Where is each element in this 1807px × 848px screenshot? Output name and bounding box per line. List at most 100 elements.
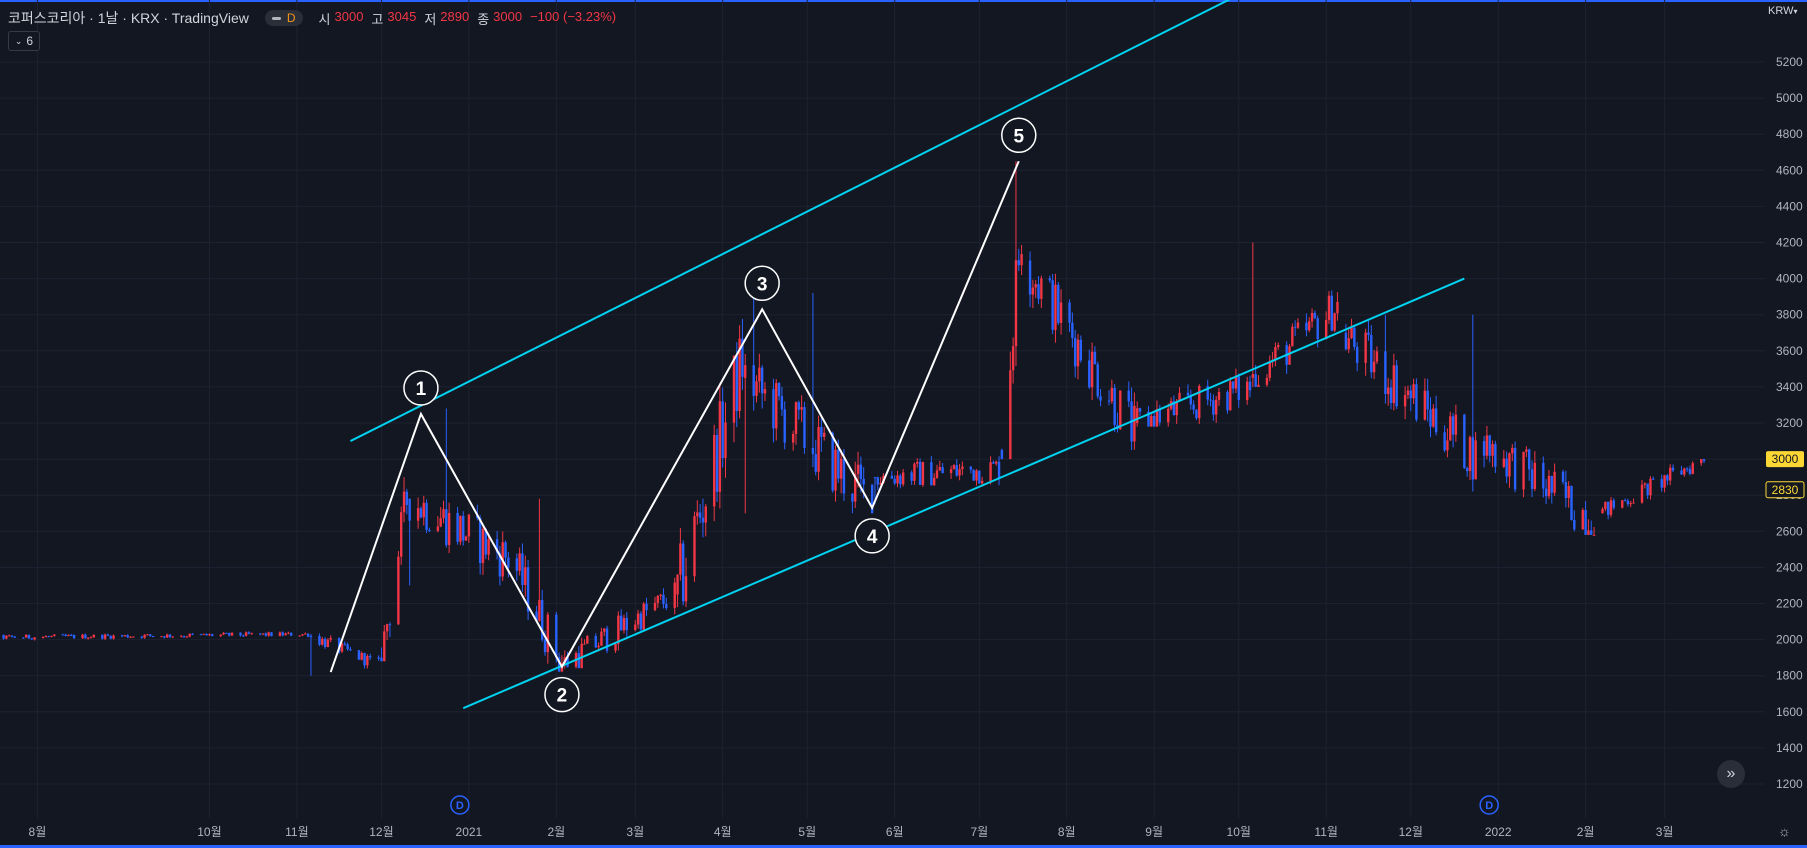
candle-body — [1491, 444, 1494, 456]
candle-body — [459, 515, 462, 542]
candle-body — [837, 449, 840, 479]
candle-body — [140, 636, 143, 638]
candle-body — [1542, 462, 1545, 489]
candle-body — [123, 635, 127, 637]
candle-body — [1330, 295, 1333, 331]
candle-body — [182, 636, 186, 638]
top-accent-line — [0, 0, 1807, 2]
candle-body — [1051, 280, 1054, 330]
candle-body — [834, 449, 837, 491]
candle-body — [1528, 449, 1531, 470]
candle-body — [1488, 435, 1491, 456]
low-label: 저 — [424, 11, 437, 27]
candle-body — [1392, 365, 1396, 404]
candle-body — [526, 567, 530, 612]
market-status-pill[interactable]: D — [264, 10, 303, 26]
candle-body — [439, 518, 442, 527]
candle-body — [1158, 409, 1161, 423]
candle-body — [1344, 332, 1348, 350]
candle-body — [820, 427, 823, 437]
candle-body — [1364, 332, 1367, 363]
candle-body — [777, 383, 781, 397]
candle-body — [918, 461, 922, 485]
candle-body — [1454, 414, 1458, 435]
candle-body — [521, 553, 524, 586]
candle-body — [758, 367, 761, 382]
candle-body — [577, 653, 581, 669]
scroll-to-realtime-button[interactable]: » — [1717, 760, 1745, 788]
candle-body — [202, 633, 205, 635]
x-tick-label: 2월 — [547, 825, 565, 839]
candle-body — [1449, 416, 1452, 441]
candle-body — [870, 484, 874, 514]
candle-body — [1621, 500, 1624, 508]
candle-body — [1663, 475, 1666, 488]
y-tick-label: 3400 — [1776, 380, 1803, 394]
candle-body — [120, 635, 124, 637]
candle-body — [1468, 437, 1472, 472]
candle-body — [744, 365, 747, 378]
open-label: 시 — [318, 11, 331, 27]
wave-label-circle — [854, 518, 890, 554]
candle-body — [619, 615, 623, 631]
candle-body — [1666, 475, 1669, 481]
candle-body — [1293, 326, 1297, 328]
candle-body — [1257, 384, 1260, 387]
candle-body — [760, 367, 764, 394]
gear-icon[interactable]: ☼ — [1778, 823, 1791, 839]
x-tick-label: 8월 — [1058, 825, 1076, 839]
candle-body — [995, 461, 998, 464]
candle-body — [543, 639, 547, 653]
candle-body — [831, 432, 834, 491]
candle-body — [281, 632, 284, 636]
candle-body — [955, 465, 958, 476]
candle-body — [33, 637, 36, 640]
candle-body — [1246, 381, 1249, 400]
candle-body — [916, 461, 919, 464]
candle-body — [659, 594, 662, 596]
candle-body — [447, 512, 451, 546]
currency-selector[interactable]: KRW▾ — [1768, 5, 1797, 17]
candle-body — [1446, 440, 1449, 451]
x-tick-label: 5월 — [798, 825, 816, 839]
candle-body — [1584, 510, 1587, 535]
candle-body — [1189, 395, 1192, 405]
symbol-title[interactable]: 코퍼스코리아 · 1날 · KRX · TradingView — [8, 10, 249, 26]
candle-body — [893, 478, 896, 484]
candle-body — [755, 381, 758, 396]
candle-body — [278, 632, 282, 637]
candle-body — [741, 338, 744, 377]
candle-body — [1485, 435, 1489, 456]
candle-body — [1237, 376, 1240, 400]
candle-body — [188, 633, 191, 637]
candle-body — [1372, 361, 1376, 373]
candle-body — [287, 632, 290, 634]
candle-body — [1076, 339, 1080, 367]
y-tick-label: 4600 — [1776, 163, 1803, 177]
candle-body — [41, 636, 45, 638]
candle-body — [617, 615, 620, 645]
candle-body — [1505, 458, 1508, 477]
candle-body — [938, 467, 942, 471]
indicators-toggle[interactable]: ⌄ 6 — [8, 31, 40, 51]
candle-body — [1415, 384, 1418, 420]
candle-body — [1071, 322, 1074, 339]
candle-body — [583, 643, 586, 645]
candle-body — [149, 634, 152, 636]
candle-body — [89, 637, 93, 639]
x-tick-label: 7월 — [970, 825, 988, 839]
candle-body — [524, 567, 527, 586]
candle-body — [146, 634, 149, 636]
candle-body — [1217, 391, 1221, 400]
candle-body — [495, 539, 499, 553]
candle-body — [1626, 500, 1630, 505]
candle-body — [462, 515, 465, 541]
candle-body — [696, 512, 699, 517]
candle-body — [1629, 503, 1632, 505]
candle-body — [980, 480, 984, 484]
candle-body — [676, 574, 679, 595]
candle-body — [106, 634, 110, 636]
candle-body — [219, 634, 222, 636]
candle-body — [101, 634, 104, 639]
